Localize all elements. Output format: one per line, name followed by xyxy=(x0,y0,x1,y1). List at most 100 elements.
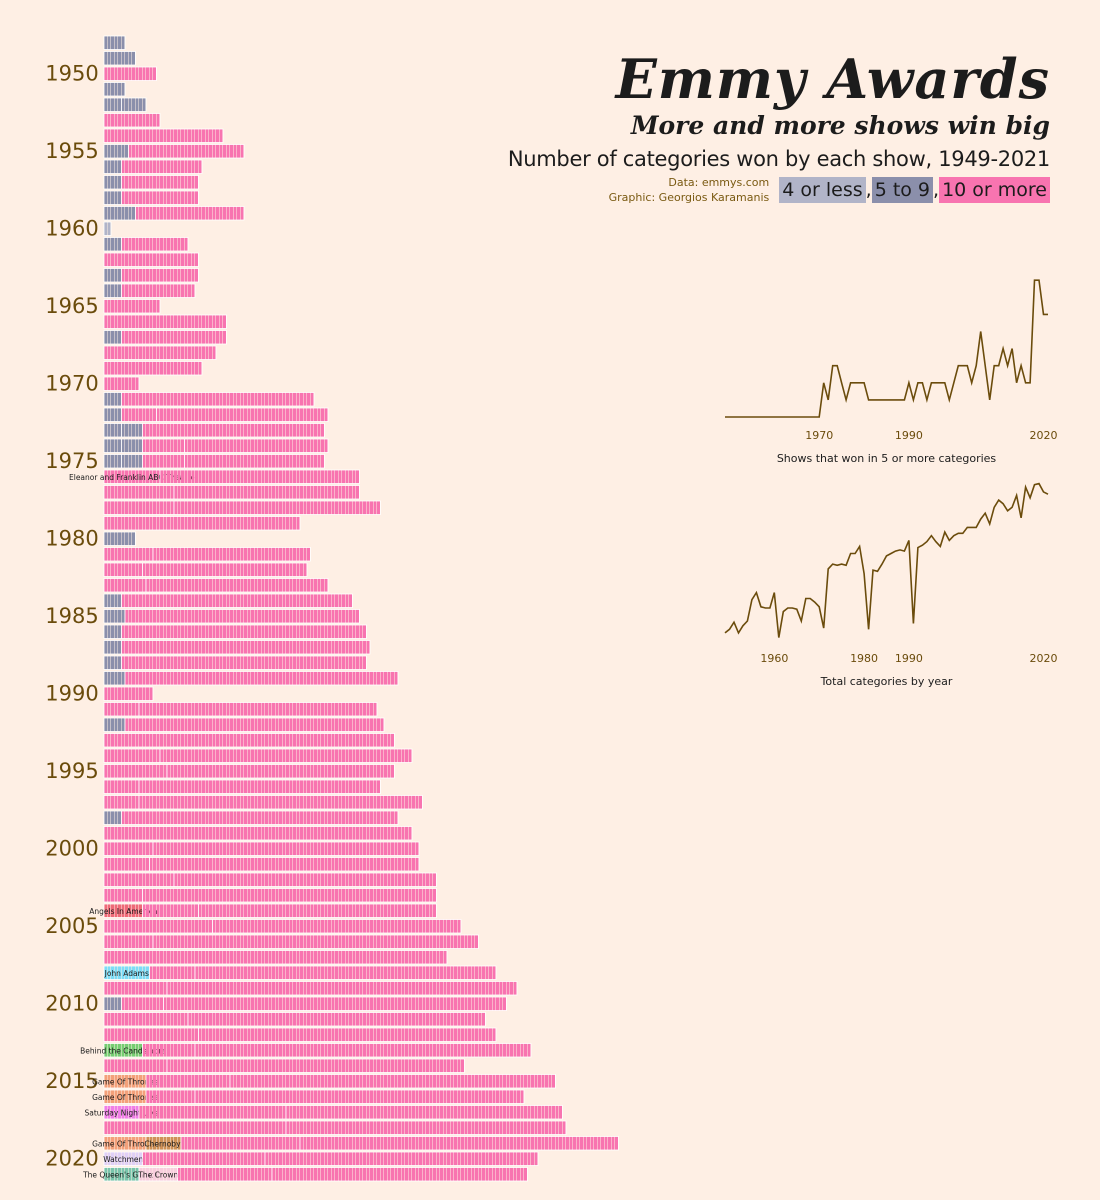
category-cell xyxy=(202,981,205,995)
category-cell xyxy=(121,1012,125,1026)
category-cell xyxy=(195,501,198,515)
category-cell xyxy=(398,935,401,949)
year-row xyxy=(103,51,136,66)
category-cell xyxy=(212,625,216,639)
category-cell xyxy=(198,516,202,530)
category-cell xyxy=(321,439,324,453)
category-cell xyxy=(202,594,205,608)
category-cell xyxy=(191,749,195,763)
category-cell xyxy=(212,795,216,809)
category-cell xyxy=(345,1028,349,1042)
category-cell xyxy=(335,795,338,809)
category-cell xyxy=(181,392,184,406)
category-cell xyxy=(345,485,349,499)
category-cell xyxy=(363,888,366,902)
category-cell xyxy=(321,470,324,484)
show-bar xyxy=(103,283,122,298)
category-cell xyxy=(254,997,258,1011)
category-cell xyxy=(373,501,377,515)
category-cell xyxy=(191,175,195,189)
category-cell xyxy=(114,175,118,189)
category-cell xyxy=(111,113,114,127)
category-cell xyxy=(356,501,359,515)
category-cell xyxy=(230,981,233,995)
category-cell xyxy=(268,392,272,406)
category-cell xyxy=(307,485,310,499)
year-row xyxy=(103,500,381,515)
category-cell xyxy=(167,253,170,267)
category-cell xyxy=(314,1043,317,1057)
show-bar xyxy=(103,857,150,872)
category-cell xyxy=(139,67,142,81)
category-cell xyxy=(118,361,121,375)
category-cell xyxy=(177,981,181,995)
category-cell xyxy=(401,749,405,763)
category-cell xyxy=(121,547,125,561)
category-cell xyxy=(223,408,226,422)
category-cell xyxy=(111,1074,114,1088)
category-cell xyxy=(146,361,149,375)
category-cell xyxy=(195,423,198,437)
category-cell xyxy=(149,346,153,360)
category-cell xyxy=(380,1028,384,1042)
category-cell xyxy=(261,408,265,422)
category-cell xyxy=(356,1012,359,1026)
category-cell xyxy=(139,888,142,902)
category-cell xyxy=(128,175,132,189)
category-cell xyxy=(429,997,433,1011)
category-cell xyxy=(177,516,181,530)
category-cell xyxy=(142,826,146,840)
category-cell xyxy=(461,1028,464,1042)
category-cell xyxy=(412,857,415,871)
category-cell xyxy=(118,1028,121,1042)
category-cell xyxy=(363,811,366,825)
category-cell xyxy=(146,625,149,639)
category-cell xyxy=(163,439,167,453)
category-cell xyxy=(104,578,107,592)
category-cell xyxy=(314,749,317,763)
category-cell xyxy=(104,904,107,918)
category-cell xyxy=(139,454,142,468)
category-cell xyxy=(440,1090,443,1104)
category-cell xyxy=(146,888,149,902)
category-cell xyxy=(163,191,167,205)
category-cell xyxy=(384,733,387,747)
category-cell xyxy=(328,857,331,871)
category-cell xyxy=(345,904,349,918)
category-cell xyxy=(363,501,366,515)
category-cell xyxy=(230,888,233,902)
category-cell xyxy=(272,640,275,654)
category-cell xyxy=(377,966,380,980)
category-cell xyxy=(135,950,139,964)
category-cell xyxy=(188,795,191,809)
category-cell xyxy=(142,1028,146,1042)
category-cell xyxy=(268,454,272,468)
category-cell xyxy=(268,1043,272,1057)
category-cell xyxy=(282,392,286,406)
category-cell xyxy=(184,780,188,794)
category-cell xyxy=(335,640,338,654)
category-cell xyxy=(104,98,107,112)
show-bar xyxy=(103,485,175,500)
category-cell xyxy=(412,1012,415,1026)
category-cell xyxy=(160,485,163,499)
category-cell xyxy=(391,1074,394,1088)
category-cell xyxy=(121,563,125,577)
category-cell xyxy=(160,563,163,577)
category-cell xyxy=(398,981,401,995)
category-cell xyxy=(118,392,121,406)
category-cell xyxy=(149,904,153,918)
category-cell xyxy=(289,1043,293,1057)
category-cell xyxy=(408,1012,412,1026)
category-cell xyxy=(139,609,142,623)
category-cell xyxy=(265,640,268,654)
category-cell xyxy=(216,966,219,980)
category-cell xyxy=(114,423,118,437)
category-cell xyxy=(118,423,121,437)
category-cell xyxy=(314,718,317,732)
category-cell xyxy=(149,795,153,809)
category-cell xyxy=(146,1121,149,1135)
category-cell xyxy=(111,733,114,747)
category-cell xyxy=(153,904,156,918)
category-cell xyxy=(209,935,212,949)
